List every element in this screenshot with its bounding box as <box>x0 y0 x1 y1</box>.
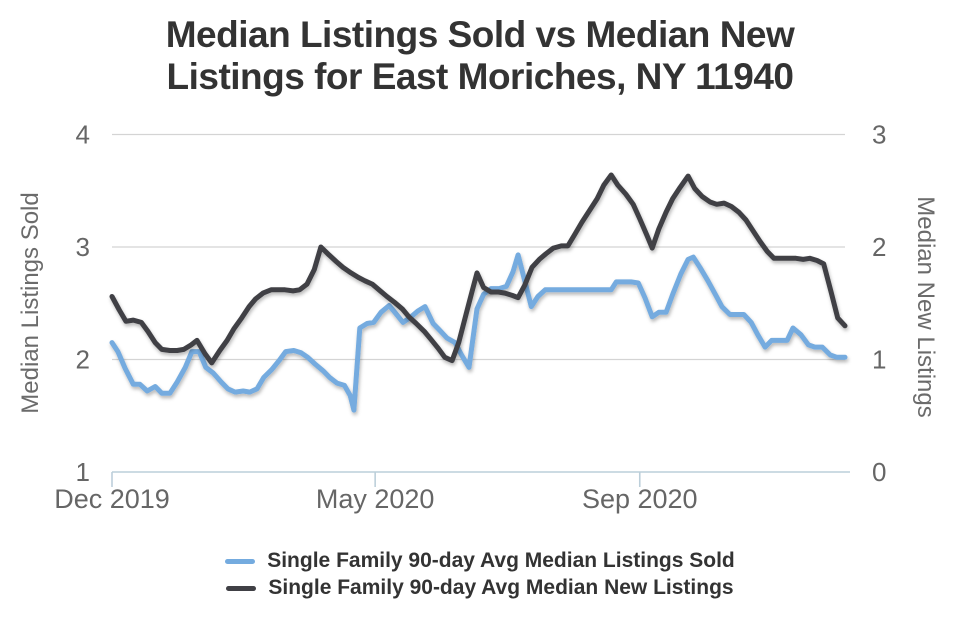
x-axis-label: Sep 2020 <box>582 484 698 514</box>
legend-swatch-sold <box>225 558 256 564</box>
chart-title: Median Listings Sold vs Median New Listi… <box>0 14 960 98</box>
left-axis-title: Median Listings Sold <box>17 192 44 413</box>
legend-label-sold: Single Family 90-day Avg Median Listings… <box>267 549 735 572</box>
y-axis-label-left: 1 <box>76 457 90 487</box>
series-line-listings-sold[interactable] <box>109 252 848 413</box>
legend-item-listings-sold[interactable]: Single Family 90-day Avg Median Listings… <box>225 549 735 573</box>
chart-title-line1: Median Listings Sold vs Median New <box>165 14 795 55</box>
y-axis-label-left: 2 <box>76 345 90 375</box>
legend-label-new: Single Family 90-day Avg Median New List… <box>268 576 734 599</box>
legend-item-new-listings[interactable]: Single Family 90-day Avg Median New List… <box>226 576 734 600</box>
chart-title-line2: Listings for East Moriches, NY 11940 <box>166 55 794 97</box>
y-axis-label-right: 2 <box>872 232 886 262</box>
x-axis-label: May 2020 <box>316 484 435 514</box>
right-axis-title: Median New Listings <box>912 196 939 417</box>
legend: Single Family 90-day Avg Median Listings… <box>0 549 960 600</box>
x-axis-label: Dec 2019 <box>54 484 170 514</box>
series-line-new-listings[interactable] <box>109 172 848 366</box>
y-axis-label-left: 4 <box>76 120 90 150</box>
y-axis-label-right: 0 <box>872 457 886 487</box>
legend-swatch-new <box>226 585 257 591</box>
y-axis-label-right: 3 <box>872 120 886 150</box>
y-axis-label-left: 3 <box>76 232 90 262</box>
y-axis-label-right: 1 <box>872 345 886 375</box>
